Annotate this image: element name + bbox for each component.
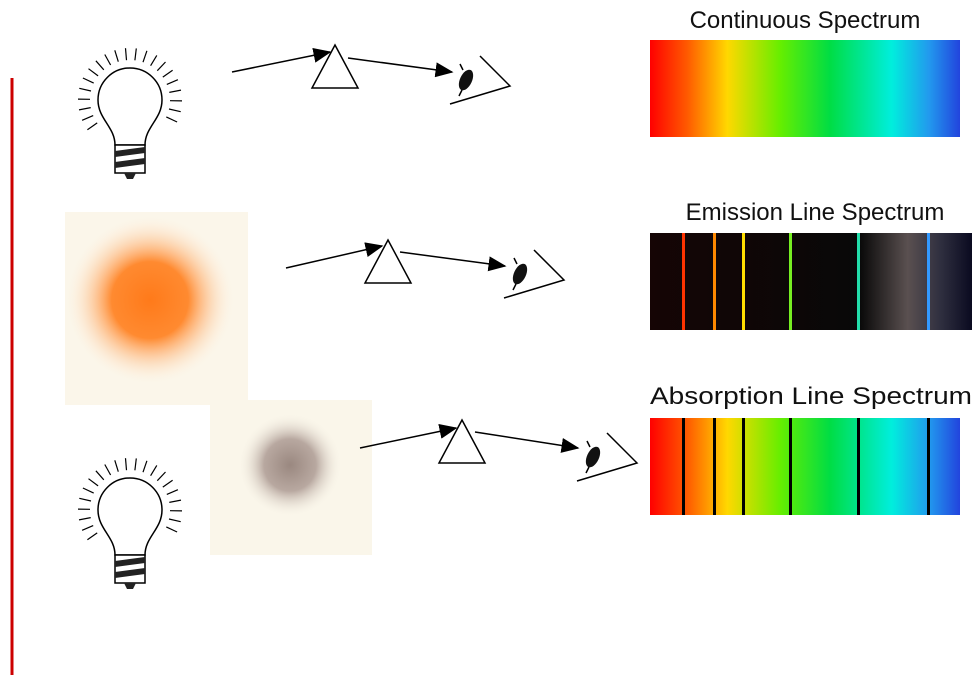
hot-gas: [65, 215, 235, 385]
absorption-spectrum: [650, 418, 960, 515]
light-bulb: [78, 48, 182, 179]
prism: [365, 240, 411, 283]
cool-gas: [238, 413, 342, 517]
emission-spectrum: [650, 233, 972, 330]
arrow: [232, 52, 330, 72]
arrow: [400, 252, 505, 266]
arrow: [348, 58, 452, 72]
arrow: [360, 428, 456, 448]
spectrum-label: Emission Line Spectrum: [686, 199, 945, 226]
continuous-spectrum: [650, 40, 960, 137]
eye: [450, 56, 510, 104]
prism: [439, 420, 485, 463]
arrow: [475, 432, 578, 448]
light-bulb: [78, 458, 182, 589]
eye: [577, 433, 637, 481]
spectrum-label: Continuous Spectrum: [690, 7, 921, 34]
diagram: Continuous Spectrum Emission Line Spectr…: [0, 0, 974, 675]
eye: [504, 250, 564, 298]
spectrum-label: Absorption Line Spectrum: [650, 383, 972, 410]
prism: [312, 45, 358, 88]
arrow: [286, 246, 382, 268]
